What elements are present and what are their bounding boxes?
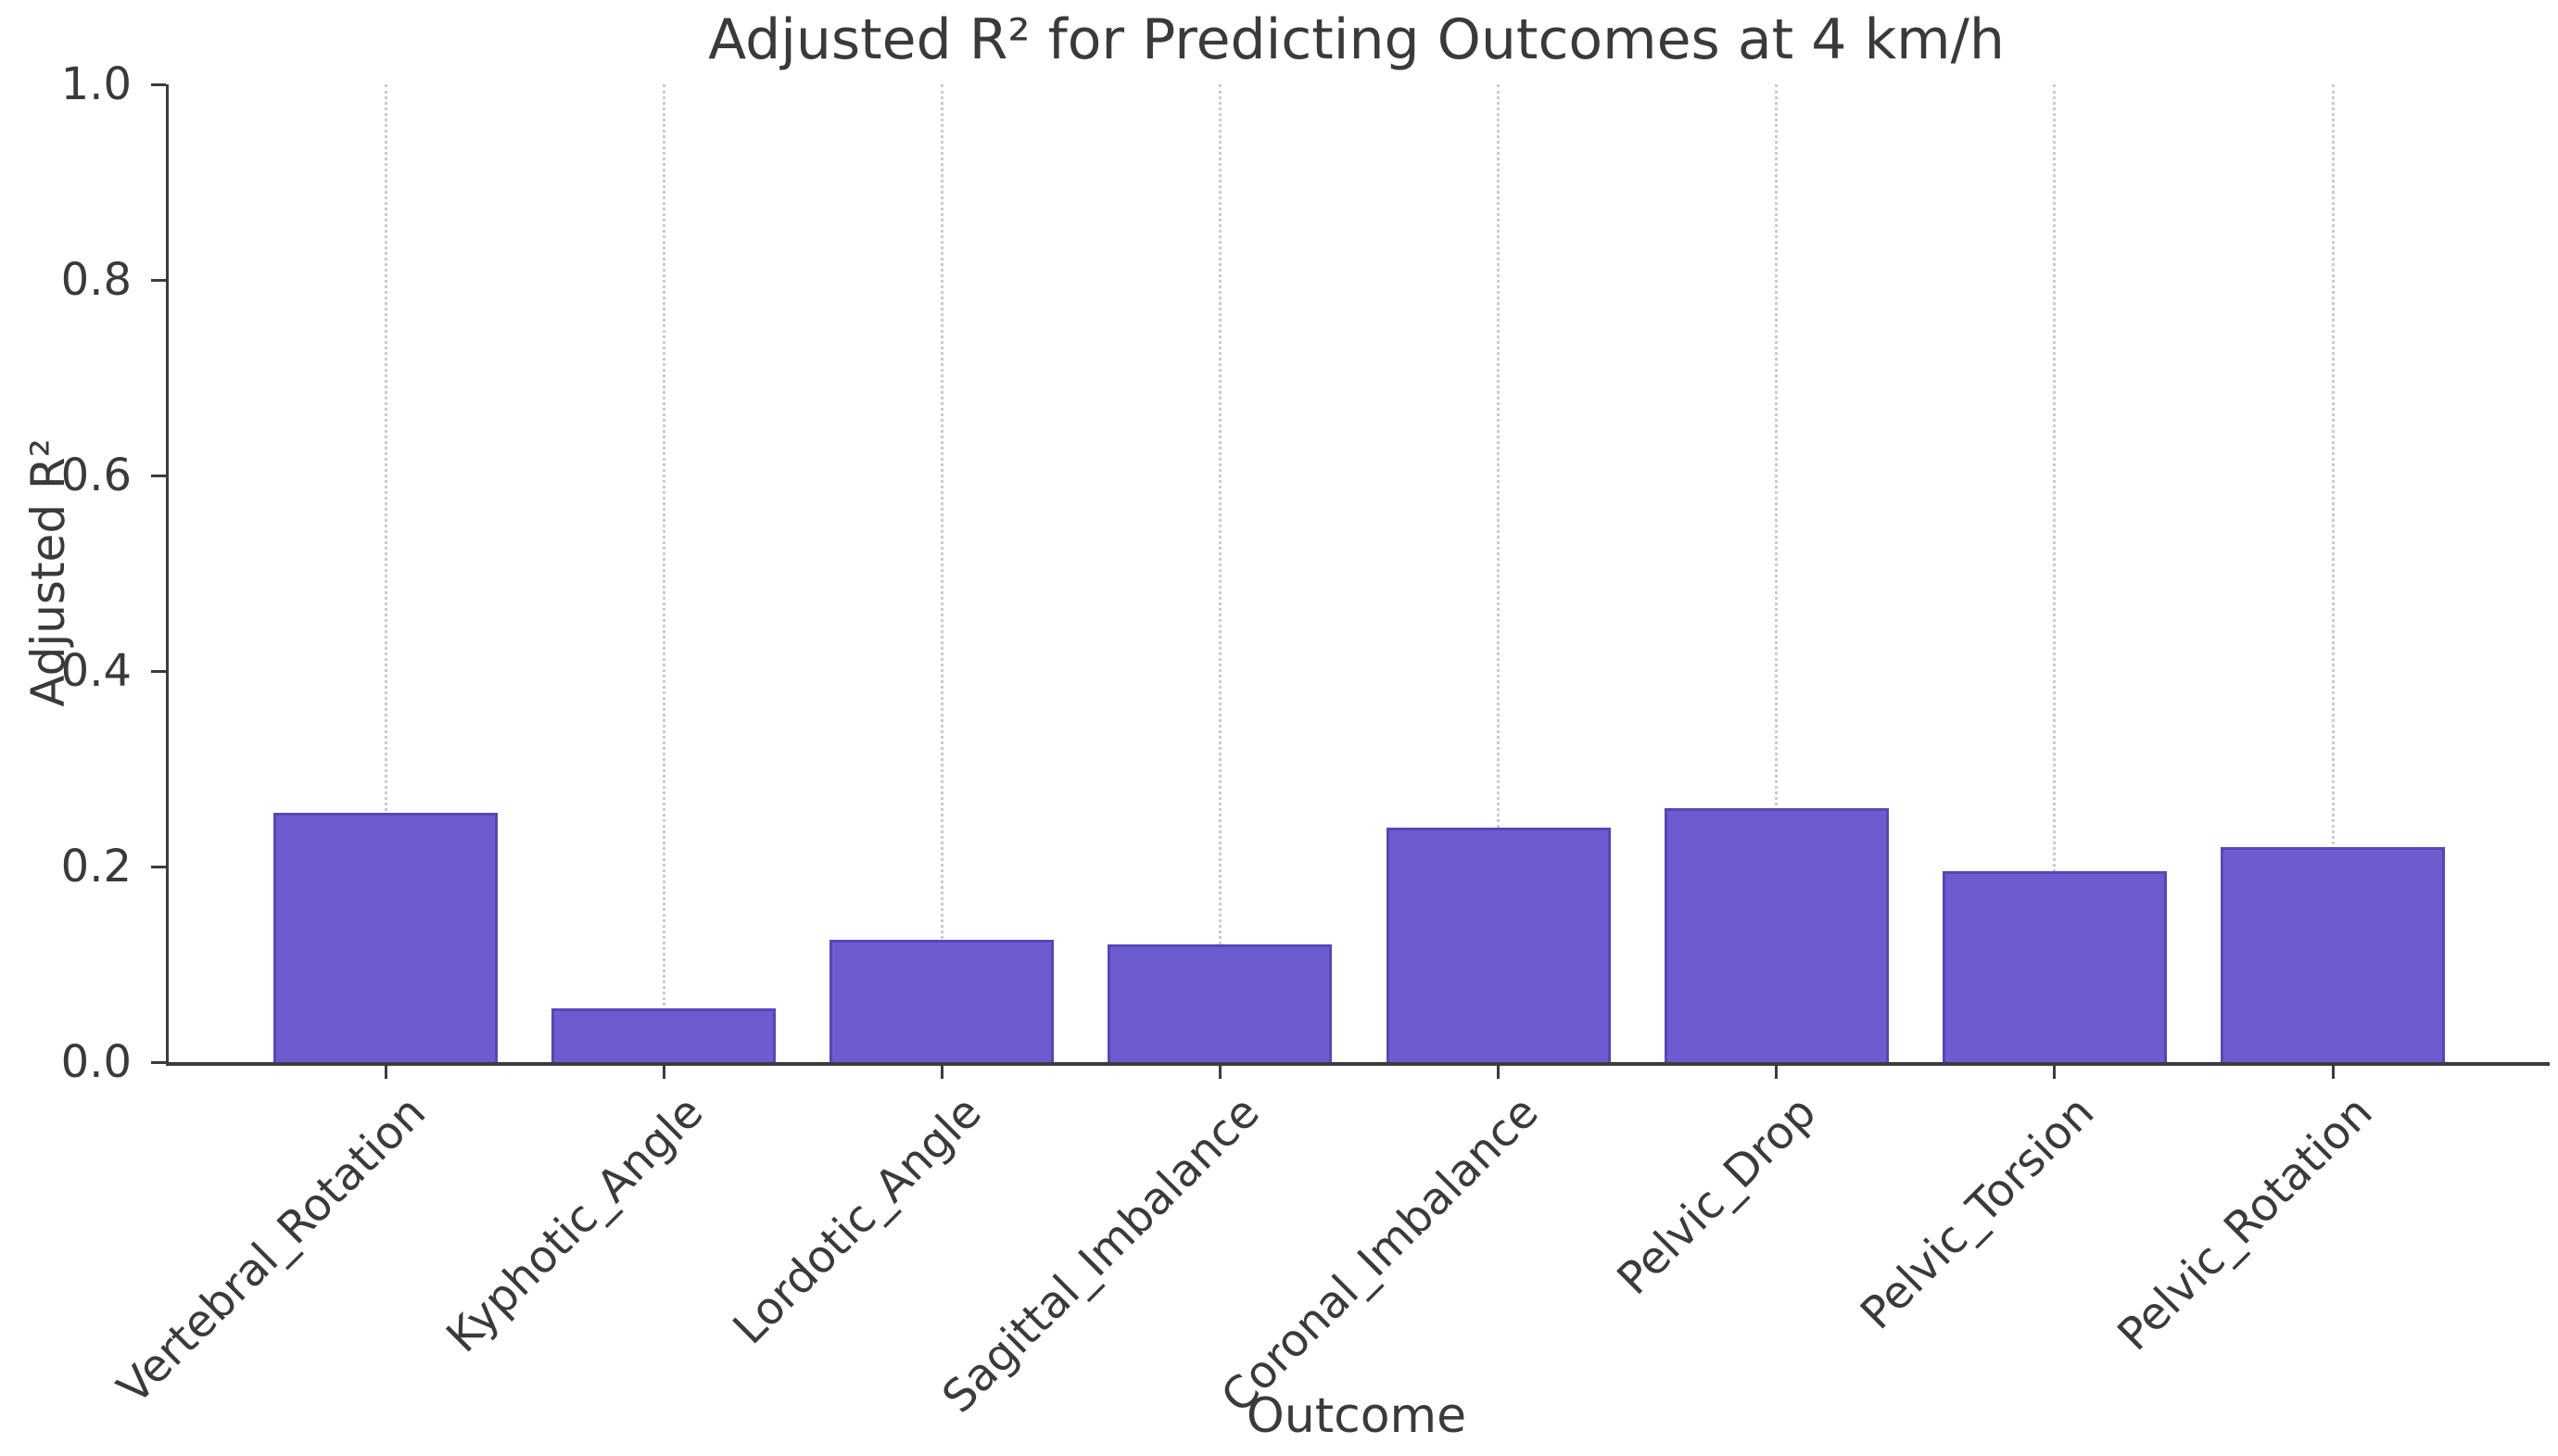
x-tick — [384, 1066, 387, 1079]
y-tick — [151, 474, 166, 477]
bar — [829, 940, 1055, 1062]
x-tick-label: Pelvic_Rotation — [2108, 1086, 2383, 1361]
gridline — [940, 84, 943, 1062]
y-tick-label: 0.2 — [60, 841, 132, 893]
gridline — [1775, 84, 1779, 1062]
y-tick-label: 0.6 — [60, 449, 132, 501]
x-tick-label: Coronal_Imbalance — [1210, 1086, 1549, 1424]
y-tick — [151, 278, 166, 282]
y-tick-label: 0.0 — [60, 1036, 132, 1088]
x-tick-label: Sagittal_Imbalance — [932, 1086, 1271, 1424]
x-tick — [1218, 1066, 1222, 1079]
x-tick-label: Lordotic_Angle — [723, 1086, 992, 1355]
x-tick — [662, 1066, 665, 1079]
bar — [1942, 871, 2167, 1062]
gridline — [384, 84, 387, 1062]
x-tick-label: Pelvic_Torsion — [1851, 1086, 2105, 1340]
x-tick-label: Kyphotic_Angle — [437, 1086, 714, 1363]
x-tick — [2053, 1066, 2057, 1079]
bar — [551, 1007, 777, 1062]
y-tick-label: 1.0 — [60, 58, 132, 110]
gridline — [2331, 84, 2335, 1062]
bar — [1664, 807, 1889, 1062]
y-tick-label: 0.8 — [60, 254, 132, 306]
y-tick — [151, 865, 166, 868]
gridline — [662, 84, 665, 1062]
plot-area: 0.0 0.2 0.4 0.6 0.8 1.0 Vertebral_Rotation Kyph… — [61, 58, 2550, 1423]
bar — [2221, 846, 2445, 1062]
bar — [1386, 827, 1611, 1062]
x-tick-label: Pelvic_Drop — [1607, 1086, 1827, 1305]
x-axis-label: Outcome — [1246, 1388, 1467, 1444]
gridline — [1218, 84, 1222, 1062]
gridline — [1497, 84, 1501, 1062]
x-tick — [940, 1066, 943, 1079]
x-tick — [1775, 1066, 1779, 1079]
y-tick — [151, 1060, 166, 1064]
y-tick-label: 0.4 — [60, 645, 132, 697]
bar — [273, 812, 498, 1062]
x-tick — [1497, 1066, 1501, 1079]
chart-title: Adjusted R² for Predicting Outcomes at 4… — [708, 7, 2005, 72]
y-tick — [151, 82, 166, 86]
y-tick — [151, 669, 166, 673]
gridline — [2053, 84, 2057, 1062]
x-tick-label: Vertebral_Rotation — [107, 1086, 436, 1414]
x-tick — [2331, 1066, 2335, 1079]
bar — [1108, 944, 1333, 1062]
